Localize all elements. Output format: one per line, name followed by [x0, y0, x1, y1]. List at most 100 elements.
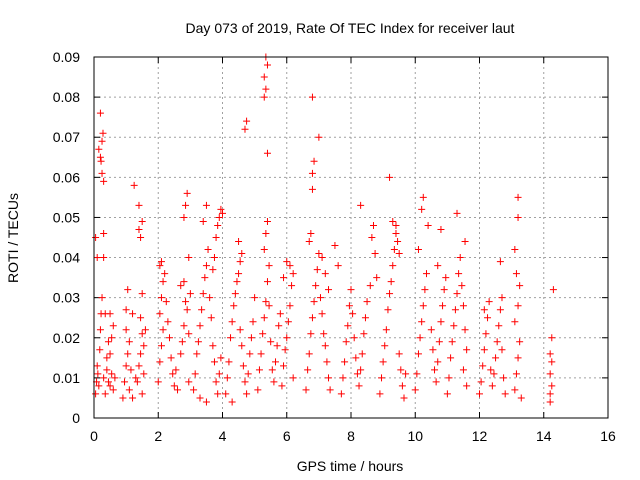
data-point	[193, 350, 201, 358]
y-tick-label: 0.03	[53, 290, 80, 306]
data-point	[100, 254, 108, 262]
data-point	[342, 338, 350, 346]
data-point	[222, 390, 230, 398]
data-point	[191, 370, 199, 378]
data-point	[421, 286, 429, 294]
data-point	[130, 181, 138, 189]
data-point	[255, 366, 263, 374]
x-tick-label: 0	[90, 428, 98, 444]
data-point	[97, 157, 105, 165]
data-point	[461, 326, 469, 334]
y-tick-label: 0.07	[53, 129, 80, 145]
data-point	[476, 390, 483, 398]
data-point	[180, 278, 188, 286]
data-point	[132, 374, 140, 382]
data-point	[262, 229, 270, 237]
data-point	[308, 185, 316, 193]
data-point	[512, 270, 520, 278]
data-point	[516, 282, 524, 290]
data-point	[453, 209, 461, 217]
data-point	[459, 366, 467, 374]
data-point	[140, 342, 148, 350]
data-point	[174, 386, 182, 394]
data-point	[138, 390, 146, 398]
data-point	[263, 149, 271, 157]
data-point	[199, 290, 207, 298]
data-point	[138, 330, 146, 338]
data-points	[92, 53, 557, 406]
data-point	[157, 342, 165, 350]
data-point	[546, 370, 554, 378]
data-point	[182, 298, 190, 306]
data-point	[125, 386, 133, 394]
data-point	[458, 282, 466, 290]
x-tick-label: 12	[472, 428, 488, 444]
data-point	[416, 334, 424, 342]
data-point	[392, 221, 400, 229]
data-point	[488, 382, 496, 390]
data-point	[548, 382, 556, 390]
data-point	[511, 246, 519, 254]
data-point	[212, 234, 220, 241]
data-point	[238, 342, 246, 350]
data-point	[194, 338, 202, 346]
data-point	[268, 366, 276, 374]
data-point	[246, 350, 254, 358]
data-point	[167, 354, 175, 362]
data-point	[186, 290, 194, 298]
data-point	[414, 246, 422, 254]
data-point	[419, 193, 427, 201]
data-point	[432, 378, 440, 386]
data-point	[135, 201, 143, 209]
data-point	[512, 370, 520, 378]
data-point	[209, 266, 217, 274]
data-point	[307, 229, 315, 237]
data-point	[434, 262, 442, 270]
data-point	[260, 93, 268, 101]
data-point	[514, 354, 522, 362]
data-point	[284, 318, 292, 326]
data-point	[124, 286, 132, 294]
y-tick-label: 0.06	[53, 169, 80, 185]
data-point	[101, 390, 109, 398]
data-point	[98, 169, 106, 177]
data-point	[318, 254, 326, 262]
data-point	[490, 370, 498, 378]
data-point	[135, 362, 143, 370]
data-point	[517, 394, 525, 402]
data-point	[219, 209, 226, 217]
data-point	[305, 350, 313, 358]
data-point	[212, 378, 220, 386]
data-point	[288, 282, 296, 290]
data-point	[265, 262, 273, 270]
data-point	[215, 213, 223, 221]
data-point	[137, 314, 145, 322]
data-point	[463, 382, 471, 390]
data-point	[267, 338, 275, 346]
data-point	[498, 346, 506, 354]
data-point	[214, 221, 222, 229]
data-point	[254, 386, 262, 394]
data-point	[141, 326, 149, 334]
data-point	[447, 354, 455, 362]
data-point	[249, 318, 257, 326]
data-point	[263, 278, 271, 286]
data-point	[99, 129, 107, 137]
data-point	[413, 370, 421, 378]
data-point	[455, 270, 463, 278]
data-point	[546, 350, 554, 358]
data-point	[183, 306, 191, 314]
data-point	[308, 169, 316, 177]
data-point	[514, 213, 522, 221]
y-tick-labels: 0 0.01 0.02 0.03 0.04 0.05 0.06 0.07 0.08 0.09	[53, 49, 80, 426]
data-point	[357, 366, 365, 374]
data-point	[214, 390, 222, 398]
data-point	[369, 221, 377, 229]
data-point	[238, 250, 246, 258]
data-point	[418, 318, 426, 326]
data-point	[156, 262, 164, 270]
data-point	[331, 242, 339, 250]
data-point	[230, 302, 238, 310]
data-point	[326, 386, 334, 394]
